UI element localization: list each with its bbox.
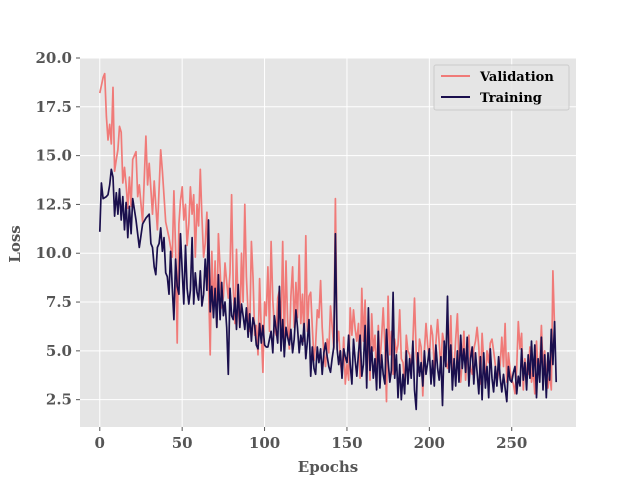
legend-label-validation: Validation xyxy=(479,70,554,85)
series-line-validation xyxy=(98,72,556,403)
x-tick-label: 100 xyxy=(249,434,280,452)
x-tick-label: 0 xyxy=(95,434,105,452)
y-tick-label: 10.0 xyxy=(35,244,72,262)
x-tick-label: 200 xyxy=(414,434,445,452)
x-tick-label: 50 xyxy=(172,434,193,452)
y-tick-label: 20.0 xyxy=(35,49,72,67)
plot-background xyxy=(80,58,576,427)
legend: Validation Training xyxy=(433,64,570,111)
series-line-training xyxy=(98,168,558,411)
x-tick-label: 250 xyxy=(496,434,527,452)
y-tick-label: 15.0 xyxy=(35,147,72,165)
y-axis-label: Loss xyxy=(6,225,24,262)
legend-label-training: Training xyxy=(480,91,542,106)
x-tick-label: 150 xyxy=(331,434,362,452)
y-tick-label: 12.5 xyxy=(35,195,72,213)
y-tick-label: 7.5 xyxy=(46,293,72,311)
series-lines xyxy=(98,72,558,411)
x-axis-label: Epochs xyxy=(298,458,358,476)
y-tick-label: 2.5 xyxy=(46,391,72,409)
y-tick-label: 5.0 xyxy=(46,342,72,360)
axis-ticks: 0 50 100 150 200 250 2.5 5.0 7.5 10.0 12.5 15.0 17.5… xyxy=(35,49,527,452)
y-tick-label: 17.5 xyxy=(35,98,72,116)
